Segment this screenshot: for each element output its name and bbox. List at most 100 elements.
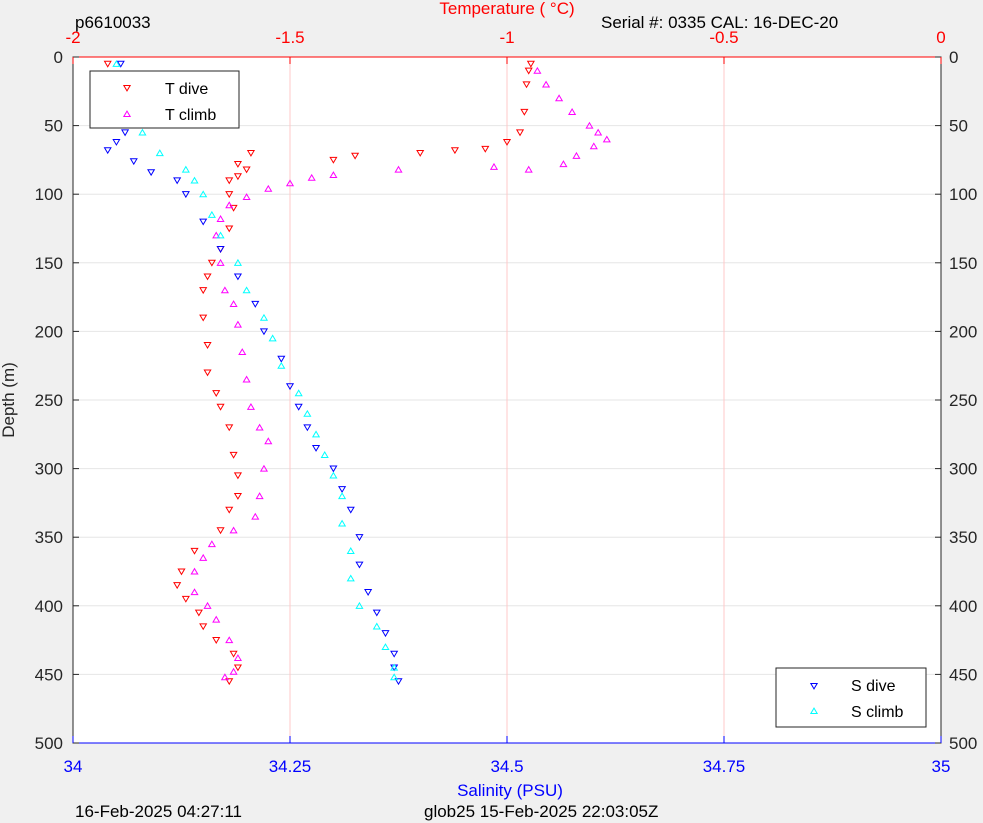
data-point (311, 444, 321, 452)
data-point (416, 149, 425, 157)
legend-s-climb-marker (809, 707, 819, 715)
data-point (121, 129, 130, 137)
data-point (338, 492, 347, 500)
data-point (246, 402, 256, 410)
data-point (238, 348, 247, 356)
legend-t-climb-marker (122, 110, 132, 118)
data-point (190, 547, 199, 555)
data-point (216, 231, 225, 239)
data-point (355, 561, 364, 569)
data-point (229, 451, 238, 459)
data-point (199, 553, 208, 561)
depth-tick-label-right: 450 (949, 665, 977, 684)
legend-salinity: S dive S climb (775, 667, 927, 728)
data-point (216, 246, 225, 253)
data-point (242, 193, 251, 201)
data-point (225, 636, 234, 644)
legend-s-climb-label: S climb (851, 704, 904, 721)
data-point (255, 492, 264, 500)
data-point (559, 160, 568, 168)
data-point (394, 165, 403, 173)
data-point (329, 156, 338, 164)
data-point (203, 369, 212, 377)
series-t-climb (190, 66, 611, 681)
data-point (251, 300, 260, 308)
depth-tick-label-left: 100 (35, 185, 63, 204)
legend-marker (809, 682, 819, 690)
data-point (190, 176, 199, 184)
data-point (112, 59, 121, 67)
data-point (520, 108, 529, 116)
depth-tick-label-right: 300 (949, 460, 977, 479)
data-point (346, 574, 355, 582)
data-point (502, 139, 512, 146)
data-point (338, 486, 347, 494)
data-point (481, 145, 490, 153)
data-point (372, 622, 381, 630)
data-point (225, 424, 234, 432)
data-point (203, 273, 212, 281)
data-point (199, 314, 208, 322)
data-point (225, 191, 234, 199)
data-point (199, 218, 208, 226)
depth-tick-label-right: 500 (949, 734, 977, 753)
footer-glider-info: glob25 15-Feb-2025 22:03:05Z (424, 802, 658, 821)
data-point (181, 595, 190, 603)
profile-id: p6610033 (75, 13, 151, 32)
data-point (259, 313, 269, 321)
data-point (233, 664, 242, 672)
data-point (355, 534, 364, 542)
data-point (259, 464, 269, 472)
data-point (103, 60, 112, 68)
data-point (173, 582, 182, 590)
data-point (216, 403, 225, 411)
data-point (212, 615, 221, 623)
data-point (594, 128, 603, 136)
data-point (233, 173, 242, 181)
data-point (212, 390, 221, 398)
data-point (103, 147, 112, 155)
data-point (216, 215, 225, 222)
data-point (329, 171, 338, 179)
salinity-tick-label: 34.5 (490, 757, 523, 776)
data-point (233, 320, 242, 328)
data-point (285, 383, 295, 391)
data-point (229, 526, 238, 534)
data-point (207, 259, 216, 267)
data-point (216, 258, 225, 266)
data-point (190, 567, 199, 575)
data-point (251, 512, 260, 520)
data-point (381, 643, 390, 651)
legend-t-dive-marker (122, 84, 132, 92)
data-point (320, 451, 329, 458)
data-point (259, 328, 269, 336)
top-axis-title: Temperature ( °C) (439, 0, 574, 18)
footer-timestamp: 16-Feb-2025 04:27:11 (75, 802, 242, 821)
grid-layer (73, 57, 941, 743)
data-point (541, 80, 551, 88)
data-point (515, 129, 525, 137)
data-point (346, 506, 355, 514)
salinity-tick-label: 34.75 (703, 757, 746, 776)
data-point (225, 225, 234, 233)
data-point (155, 149, 164, 157)
salinity-tick-label: 34 (64, 757, 83, 776)
data-point (233, 492, 242, 500)
data-point (233, 654, 242, 661)
data-point (199, 287, 208, 295)
data-point (311, 430, 321, 438)
data-point (207, 540, 216, 548)
data-point (572, 151, 581, 159)
depth-tick-label-left: 250 (35, 391, 63, 410)
data-point (225, 678, 234, 686)
legend-s-dive-marker (809, 682, 819, 690)
data-point (364, 589, 373, 596)
data-point (181, 191, 190, 199)
data-point (233, 472, 242, 480)
data-point (338, 519, 347, 527)
data-point (220, 673, 229, 681)
data-point (233, 273, 242, 281)
data-point (585, 121, 594, 129)
data-point (533, 66, 542, 74)
